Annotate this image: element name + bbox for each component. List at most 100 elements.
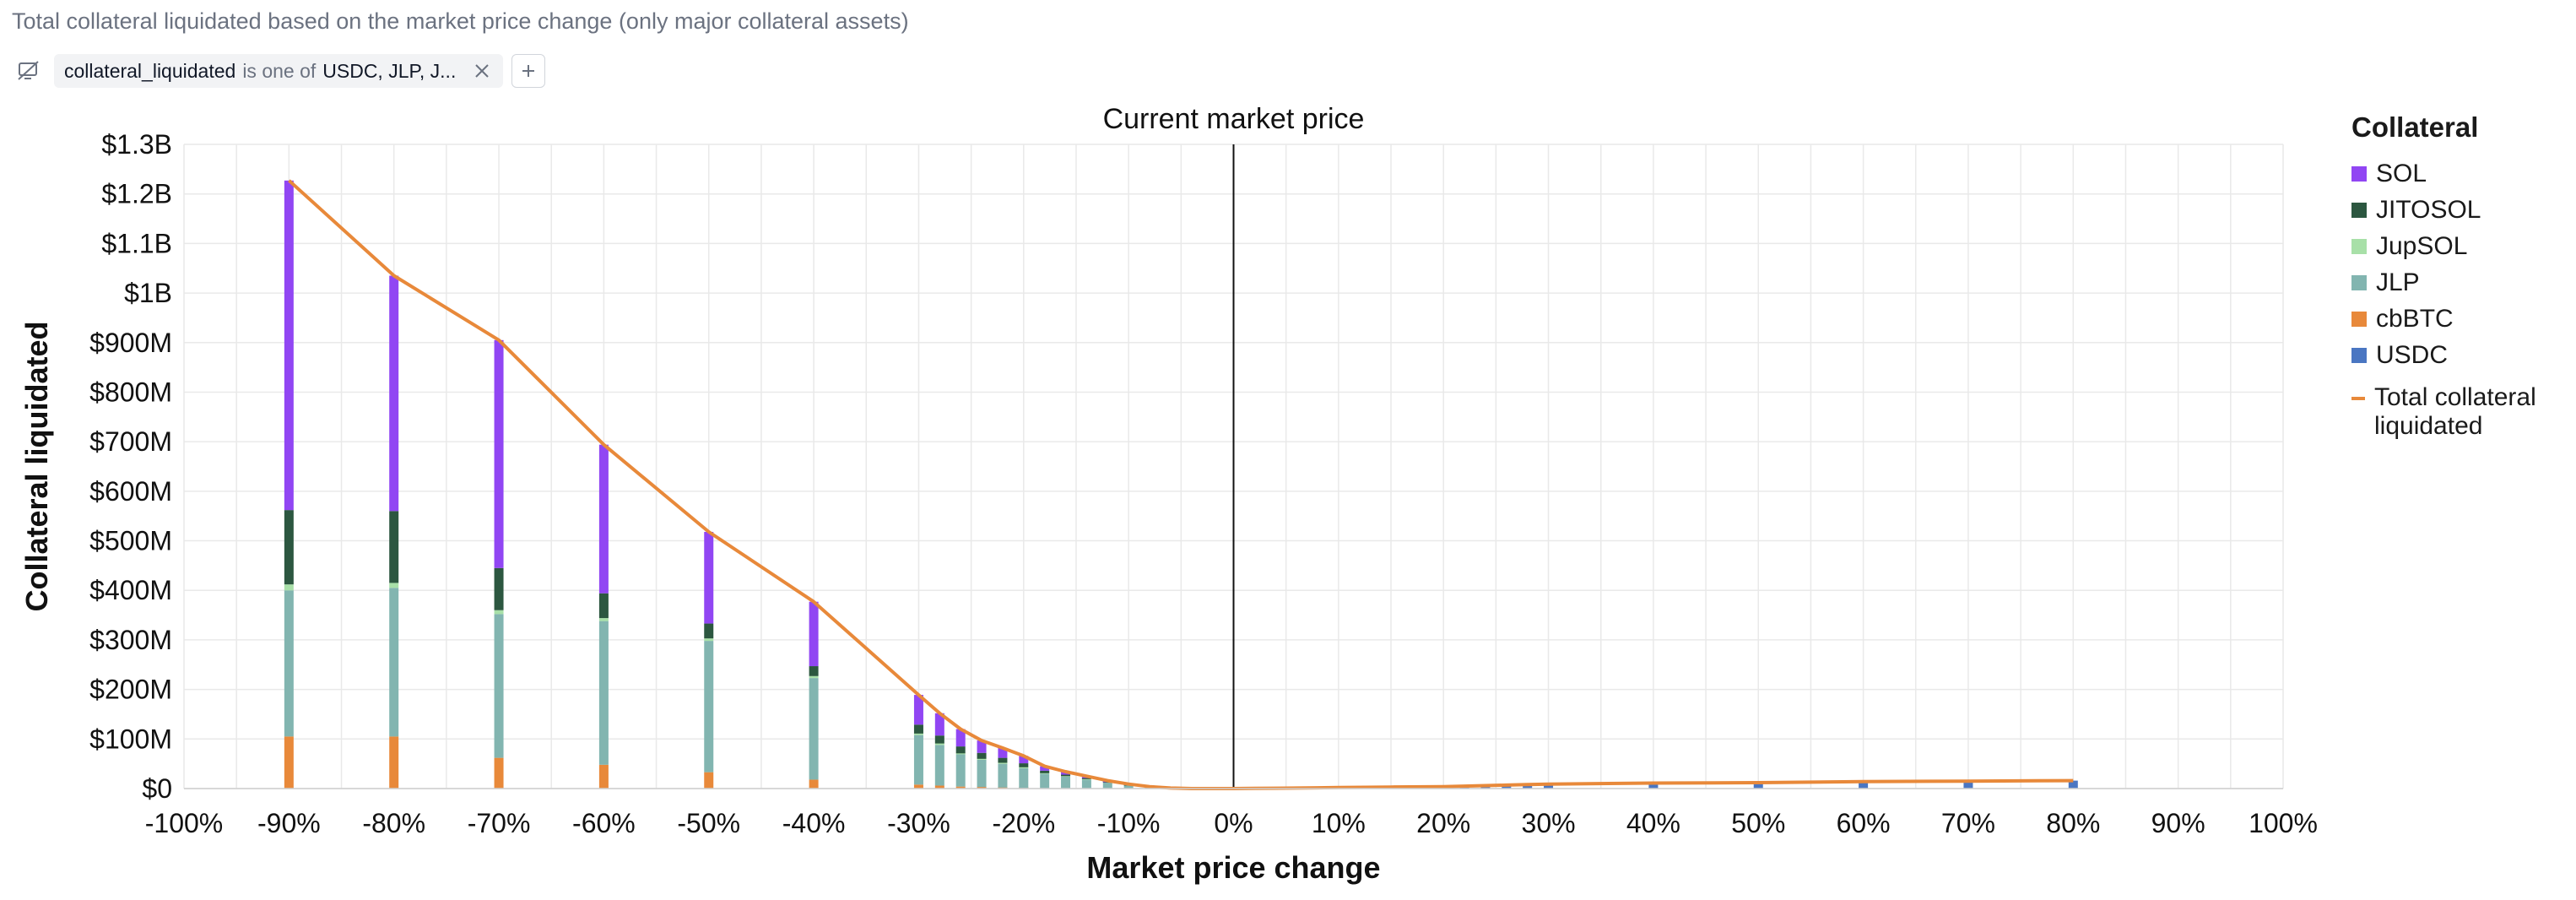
x-tick-label: -40%	[782, 808, 846, 838]
bar-segment-jitosol	[977, 752, 987, 759]
legend-label: cbBTC	[2376, 304, 2454, 333]
x-tick-label: -20%	[992, 808, 1055, 838]
legend-item-usdc[interactable]: USDC	[2351, 337, 2571, 373]
x-tick-label: -50%	[677, 808, 740, 838]
line-swatch	[2351, 397, 2365, 400]
bar-segment-cbbtc	[809, 779, 819, 789]
x-tick-label: 60%	[1837, 808, 1891, 838]
bar-segment-jupsol	[809, 675, 819, 679]
bar-segment-cbbtc	[598, 764, 609, 789]
bar-segment-jitosol	[389, 511, 399, 583]
y-tick-label: $1.1B	[101, 228, 172, 258]
bar-segment-jlp	[284, 590, 294, 737]
bar-segment-cbbtc	[389, 736, 399, 789]
x-tick-label: 0%	[1214, 808, 1253, 838]
x-tick-label: 70%	[1941, 808, 1995, 838]
y-tick-label: $1.3B	[101, 129, 172, 160]
legend-item-jitosol[interactable]: JITOSOL	[2351, 192, 2571, 228]
bar-segment-jlp	[809, 678, 819, 780]
bar-segment-jitosol	[704, 623, 714, 639]
x-tick-label: 100%	[2249, 808, 2318, 838]
bar-segment-jitosol	[1019, 763, 1029, 767]
filter-chip[interactable]: collateral_liquidated is one of USDC, JL…	[54, 54, 504, 88]
bar-segment-jupsol	[704, 638, 714, 642]
bar-segment-jlp	[955, 754, 966, 787]
bar-segment-jupsol	[1019, 766, 1029, 768]
bar-segment-jlp	[1040, 773, 1050, 789]
bar-segment-jitosol	[934, 735, 944, 744]
filter-field: collateral_liquidated	[64, 59, 236, 82]
legend-item-jupsol[interactable]: JupSOL	[2351, 228, 2571, 264]
bar-segment-sol	[598, 444, 609, 594]
bar-segment-usdc	[1648, 783, 1659, 789]
legend-item-total[interactable]: Total collateral liquidated	[2351, 383, 2571, 441]
bar-segment-jupsol	[389, 583, 399, 588]
legend-item-jlp[interactable]: JLP	[2351, 264, 2571, 301]
bar-segment-jupsol	[955, 752, 966, 755]
bar-segment-jitosol	[1081, 777, 1091, 779]
chart-subtitle: Total collateral liquidated based on the…	[12, 8, 909, 34]
x-tick-label: -30%	[887, 808, 950, 838]
x-tick-label: -100%	[145, 808, 224, 838]
close-icon[interactable]	[471, 60, 493, 82]
y-tick-label: $1B	[124, 278, 172, 308]
add-filter-button[interactable]	[511, 54, 546, 88]
bar-segment-jupsol	[598, 618, 609, 621]
x-tick-label: 30%	[1522, 808, 1576, 838]
bar-segment-jupsol	[913, 733, 923, 735]
x-tick-label: -60%	[572, 808, 636, 838]
legend-label: JLP	[2376, 268, 2420, 296]
bar-segment-jitosol	[284, 510, 294, 585]
x-tick-label: -80%	[362, 808, 425, 838]
bar-segment-sol	[389, 275, 399, 512]
x-tick-label: -70%	[468, 808, 531, 838]
bar-segment-jitosol	[598, 593, 609, 619]
bar-segment-usdc	[1523, 784, 1533, 789]
bar-segment-usdc	[1544, 783, 1554, 789]
filter-value: USDC, JLP, J...	[322, 59, 457, 82]
y-tick-label: $1.2B	[101, 179, 172, 209]
bar-segment-jitosol	[809, 666, 819, 676]
chart-title: Current market price	[1103, 103, 1365, 135]
legend-label: SOL	[2376, 159, 2427, 187]
bar-segment-jupsol	[998, 762, 1008, 764]
plus-icon	[522, 65, 535, 77]
legend-item-cbbtc[interactable]: cbBTC	[2351, 301, 2571, 337]
bar-segment-cbbtc	[934, 785, 944, 789]
bar-segment-usdc	[1859, 781, 1869, 789]
legend-label: JupSOL	[2376, 231, 2468, 260]
filter-bar: collateral_liquidated is one of USDC, JL…	[12, 52, 546, 89]
bar-segment-cbbtc	[494, 757, 504, 789]
color-swatch	[2351, 274, 2367, 290]
y-tick-label: $900M	[89, 328, 172, 358]
color-swatch	[2351, 238, 2367, 254]
y-tick-label: $700M	[89, 426, 172, 457]
bar-segment-sol	[998, 747, 1008, 758]
bar-segment-sol	[704, 531, 714, 624]
bar-segment-jupsol	[977, 757, 987, 760]
bar-segment-cbbtc	[284, 736, 294, 789]
bar-segment-jlp	[494, 614, 504, 758]
x-tick-label: 20%	[1416, 808, 1470, 838]
x-tick-label: 90%	[2151, 808, 2205, 838]
filter-visibility-icon[interactable]	[12, 54, 46, 88]
bar-segment-sol	[934, 713, 944, 736]
y-tick-label: $400M	[89, 575, 172, 605]
y-tick-label: $100M	[89, 724, 172, 754]
y-tick-label: $800M	[89, 377, 172, 407]
y-tick-label: $300M	[89, 625, 172, 655]
legend-label: JITOSOL	[2376, 195, 2481, 224]
bar-segment-jlp	[1081, 779, 1091, 789]
y-tick-label: $200M	[89, 675, 172, 705]
bar-segment-jupsol	[494, 610, 504, 615]
bar-segment-jlp	[1123, 785, 1134, 789]
color-swatch	[2351, 311, 2367, 327]
bar-segment-usdc	[2068, 780, 2078, 789]
bar-segment-usdc	[1753, 782, 1763, 789]
bar-segment-sol	[955, 729, 966, 747]
color-swatch	[2351, 347, 2367, 363]
x-axis-label: Market price change	[1086, 850, 1380, 885]
bar-segment-cbbtc	[998, 787, 1008, 789]
legend-item-sol[interactable]: SOL	[2351, 155, 2571, 192]
bar-segment-sol	[977, 740, 987, 753]
